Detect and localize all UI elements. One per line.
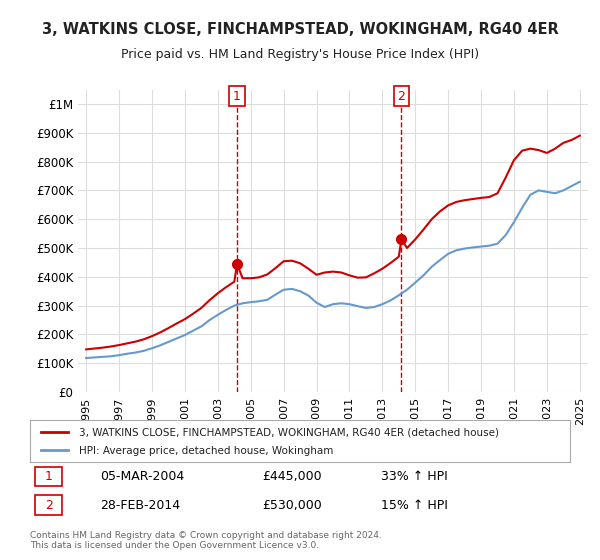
- Text: 33% ↑ HPI: 33% ↑ HPI: [381, 470, 448, 483]
- Text: £530,000: £530,000: [262, 498, 322, 512]
- Text: 1: 1: [233, 90, 241, 102]
- Text: HPI: Average price, detached house, Wokingham: HPI: Average price, detached house, Woki…: [79, 446, 333, 456]
- Text: Price paid vs. HM Land Registry's House Price Index (HPI): Price paid vs. HM Land Registry's House …: [121, 48, 479, 60]
- Text: 1: 1: [45, 470, 53, 483]
- FancyBboxPatch shape: [35, 467, 62, 487]
- Text: 2: 2: [45, 498, 53, 512]
- Text: 2: 2: [398, 90, 406, 102]
- Text: 15% ↑ HPI: 15% ↑ HPI: [381, 498, 448, 512]
- FancyBboxPatch shape: [35, 496, 62, 515]
- Text: 05-MAR-2004: 05-MAR-2004: [100, 470, 184, 483]
- Text: 3, WATKINS CLOSE, FINCHAMPSTEAD, WOKINGHAM, RG40 4ER: 3, WATKINS CLOSE, FINCHAMPSTEAD, WOKINGH…: [41, 22, 559, 38]
- Text: 28-FEB-2014: 28-FEB-2014: [100, 498, 181, 512]
- Text: £445,000: £445,000: [262, 470, 322, 483]
- Text: 3, WATKINS CLOSE, FINCHAMPSTEAD, WOKINGHAM, RG40 4ER (detached house): 3, WATKINS CLOSE, FINCHAMPSTEAD, WOKINGH…: [79, 428, 499, 437]
- Text: Contains HM Land Registry data © Crown copyright and database right 2024.
This d: Contains HM Land Registry data © Crown c…: [30, 531, 382, 550]
